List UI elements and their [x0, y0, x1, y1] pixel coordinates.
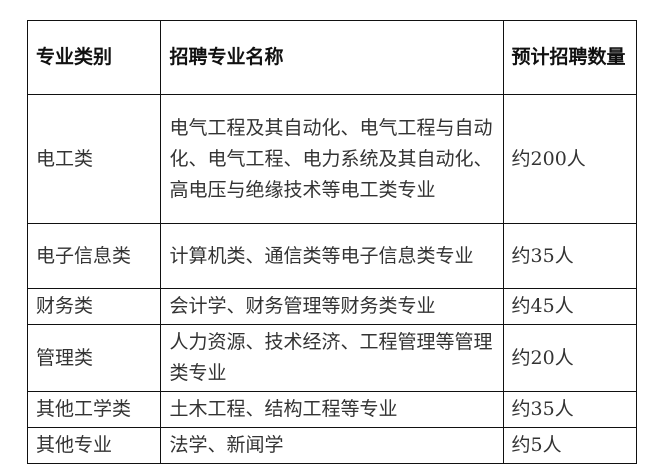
count-cell: 约35人 [502, 223, 638, 289]
table-row: 其他专业 法学、新闻学 约5人 [26, 427, 638, 464]
category-cell: 其他专业 [26, 427, 162, 464]
count-cell: 约5人 [502, 427, 638, 464]
majors-cell: 会计学、财务管理等财务类专业 [160, 288, 504, 325]
header-count: 预计招聘数量 [502, 20, 638, 95]
table-row: 管理类 人力资源、技术经济、工程管理等管理类专业 约20人 [26, 324, 638, 392]
category-cell: 财务类 [26, 288, 162, 325]
count-cell: 约20人 [502, 324, 638, 392]
table-row: 电子信息类 计算机类、通信类等电子信息类专业 约35人 [26, 223, 638, 289]
table-row: 电工类 电气工程及其自动化、电气工程与自动化、电气工程、电力系统及其自动化、高电压… [26, 94, 638, 224]
count-cell: 约45人 [502, 288, 638, 325]
header-category: 专业类别 [26, 20, 162, 95]
majors-cell: 法学、新闻学 [160, 427, 504, 464]
category-cell: 电工类 [26, 94, 162, 224]
header-row: 专业类别 招聘专业名称 预计招聘数量 [26, 20, 638, 95]
category-cell: 其他工学类 [26, 391, 162, 428]
majors-cell: 土木工程、结构工程等专业 [160, 391, 504, 428]
header-majors: 招聘专业名称 [160, 20, 504, 95]
count-cell: 约35人 [502, 391, 638, 428]
table-row: 其他工学类 土木工程、结构工程等专业 约35人 [26, 391, 638, 428]
category-cell: 电子信息类 [26, 223, 162, 289]
majors-cell: 电气工程及其自动化、电气工程与自动化、电气工程、电力系统及其自动化、高电压与绝缘… [160, 94, 504, 224]
category-cell: 管理类 [26, 324, 162, 392]
majors-cell: 人力资源、技术经济、工程管理等管理类专业 [160, 324, 504, 392]
table-row: 财务类 会计学、财务管理等财务类专业 约45人 [26, 288, 638, 325]
recruitment-table: 专业类别 招聘专业名称 预计招聘数量 电工类 电气工程及其自动化、电气工程与自动化… [26, 20, 638, 464]
majors-cell: 计算机类、通信类等电子信息类专业 [160, 223, 504, 289]
count-cell: 约200人 [502, 94, 638, 224]
